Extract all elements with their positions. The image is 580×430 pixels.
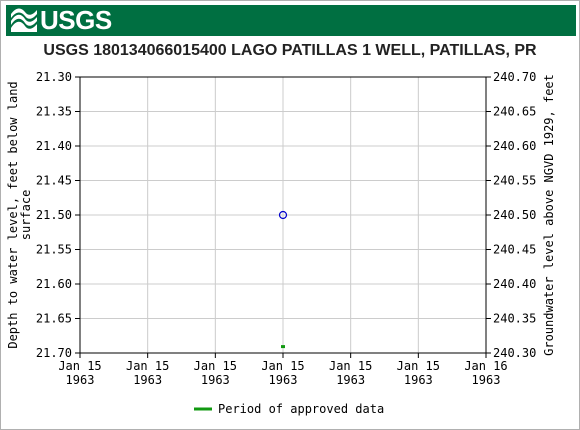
- usgs-wave-icon: [11, 7, 37, 32]
- right-tick-label: 240.35: [493, 312, 536, 326]
- left-tick-label: 21.55: [36, 243, 72, 257]
- left-tick-label: 21.50: [36, 208, 72, 222]
- right-axis-title: Groundwater level above NGVD 1929, feet: [542, 74, 556, 356]
- data-marks: [278, 210, 288, 349]
- right-tick-label: 240.45: [493, 243, 536, 257]
- left-tick-label: 21.40: [36, 139, 72, 153]
- left-axis-ticks: 21.30 21.35 21.40 21.45 21.50 21.55 21.60 21.65…: [36, 70, 80, 360]
- x-tick-label-date: Jan 15: [329, 359, 372, 373]
- usgs-logo-text: USGS: [40, 5, 112, 35]
- left-tick-label: 21.70: [36, 346, 72, 360]
- left-tick-label: 21.65: [36, 312, 72, 326]
- left-tick-label: 21.30: [36, 70, 72, 84]
- x-tick-label-date: Jan 15: [58, 359, 101, 373]
- right-axis-ticks: 240.70 240.65 240.60 240.55 240.50 240.45 240.…: [486, 70, 536, 360]
- right-tick-label: 240.50: [493, 208, 536, 222]
- x-tick-label-date: Jan 15: [261, 359, 304, 373]
- legend-label: Period of approved data: [218, 402, 384, 416]
- x-tick-label-date: Jan 16: [464, 359, 507, 373]
- right-tick-label: 240.30: [493, 346, 536, 360]
- x-tick-label-year: 1963: [201, 373, 230, 387]
- x-tick-label-year: 1963: [336, 373, 365, 387]
- right-tick-label: 240.70: [493, 70, 536, 84]
- approved-period-mark: [281, 345, 285, 349]
- x-tick-label-year: 1963: [472, 373, 501, 387]
- right-tick-label: 240.55: [493, 174, 536, 188]
- x-tick-label-date: Jan 15: [397, 359, 440, 373]
- usgs-logo[interactable]: USGS: [10, 5, 112, 35]
- right-tick-label: 240.60: [493, 139, 536, 153]
- left-tick-label: 21.60: [36, 277, 72, 291]
- usgs-banner: USGS: [6, 5, 576, 36]
- x-tick-label-year: 1963: [66, 373, 95, 387]
- x-tick-label-year: 1963: [269, 373, 298, 387]
- x-tick-label-date: Jan 15: [194, 359, 237, 373]
- right-tick-label: 240.65: [493, 105, 536, 119]
- x-tick-label-year: 1963: [404, 373, 433, 387]
- grid-lines: [80, 77, 486, 353]
- legend: Period of approved data: [194, 402, 384, 416]
- x-tick-label-year: 1963: [133, 373, 162, 387]
- chart-title: USGS 180134066015400 LAGO PATILLAS 1 WEL…: [43, 42, 537, 59]
- left-axis-title-line1: Depth to water level, feet below land: [6, 81, 20, 348]
- left-axis-title-line2: surface: [19, 190, 33, 241]
- data-point: [278, 210, 288, 220]
- left-tick-label: 21.45: [36, 174, 72, 188]
- left-tick-label: 21.35: [36, 105, 72, 119]
- x-tick-label-date: Jan 15: [126, 359, 169, 373]
- right-tick-label: 240.40: [493, 277, 536, 291]
